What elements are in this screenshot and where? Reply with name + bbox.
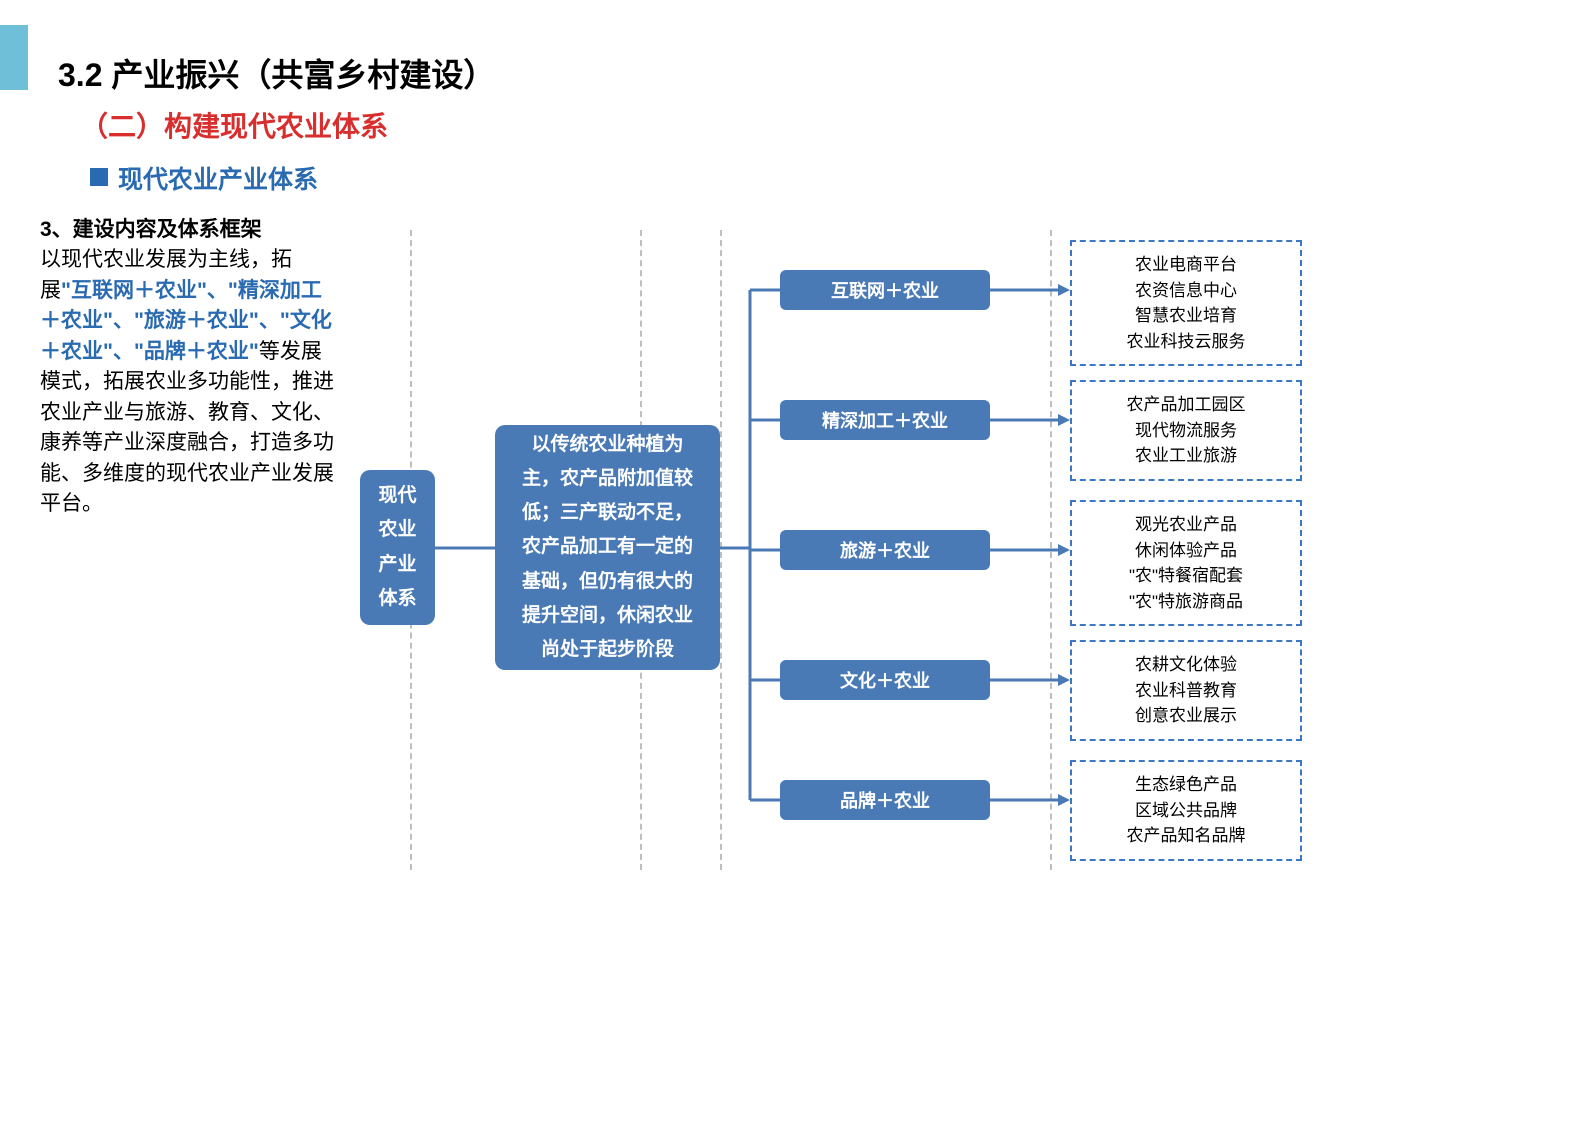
output-item: "农"特餐宿配套 (1080, 563, 1292, 589)
output-box: 农耕文化体验农业科普教育创意农业展示 (1070, 640, 1302, 741)
arrow-connector (990, 792, 1070, 812)
node-center: 以传统农业种植为主，农产品附加值较低；三产联动不足，农产品加工有一定的基础，但仍… (495, 425, 720, 670)
page-subtitle: （二）构建现代农业体系 (80, 105, 388, 145)
divider-line (1050, 230, 1052, 870)
output-item: 现代物流服务 (1080, 418, 1292, 444)
accent-bar (0, 25, 28, 90)
output-item: 观光农业产品 (1080, 512, 1292, 538)
node-root: 现代农业产业体系 (360, 470, 435, 625)
output-box: 观光农业产品休闲体验产品"农"特餐宿配套"农"特旅游商品 (1070, 500, 1302, 626)
output-item: 农耕文化体验 (1080, 652, 1292, 678)
output-box: 农产品加工园区现代物流服务农业工业旅游 (1070, 380, 1302, 481)
node-root-label: 现代农业产业体系 (378, 479, 416, 616)
divider-line (720, 230, 722, 870)
arrow-connector (990, 282, 1070, 302)
output-item: 农业电商平台 (1080, 252, 1292, 278)
arrow-connector (990, 412, 1070, 432)
output-item: 创意农业展示 (1080, 703, 1292, 729)
output-box: 农业电商平台农资信息中心智慧农业培育农业科技云服务 (1070, 240, 1302, 366)
bullet-square-icon (90, 168, 108, 186)
output-item: 智慧农业培育 (1080, 303, 1292, 329)
branch-node: 互联网＋农业 (780, 270, 990, 310)
branch-node: 文化＋农业 (780, 660, 990, 700)
output-item: 农资信息中心 (1080, 278, 1292, 304)
output-item: 休闲体验产品 (1080, 538, 1292, 564)
branch-node: 旅游＋农业 (780, 530, 990, 570)
output-item: "农"特旅游商品 (1080, 589, 1292, 615)
arrow-connector (990, 542, 1070, 562)
page-title: 3.2 产业振兴（共富乡村建设） (58, 50, 495, 96)
output-item: 农产品知名品牌 (1080, 823, 1292, 849)
connector-line (435, 540, 495, 560)
body-paragraph: 3、建设内容及体系框架 以现代农业发展为主线，拓展"互联网＋农业"、"精深加工＋… (40, 215, 335, 519)
branch-node: 精深加工＋农业 (780, 400, 990, 440)
output-item: 生态绿色产品 (1080, 772, 1292, 798)
branch-node: 品牌＋农业 (780, 780, 990, 820)
arrow-connector (990, 672, 1070, 692)
output-box: 生态绿色产品区域公共品牌农产品知名品牌 (1070, 760, 1302, 861)
output-item: 区域公共品牌 (1080, 798, 1292, 824)
body-post: 等发展模式，拓展农业多功能性，推进农业产业与旅游、教育、文化、康养等产业深度融合… (40, 340, 334, 515)
flowchart-diagram: 现代农业产业体系 以传统农业种植为主，农产品附加值较低；三产联动不足，农产品加工… (350, 230, 1560, 870)
output-item: 农业科技云服务 (1080, 329, 1292, 355)
output-item: 农业科普教育 (1080, 678, 1292, 704)
output-item: 农产品加工园区 (1080, 392, 1292, 418)
body-heading: 3、建设内容及体系框架 (40, 218, 262, 241)
section-title: 现代农业产业体系 (118, 160, 318, 196)
output-item: 农业工业旅游 (1080, 443, 1292, 469)
connector-fanout (720, 270, 780, 810)
